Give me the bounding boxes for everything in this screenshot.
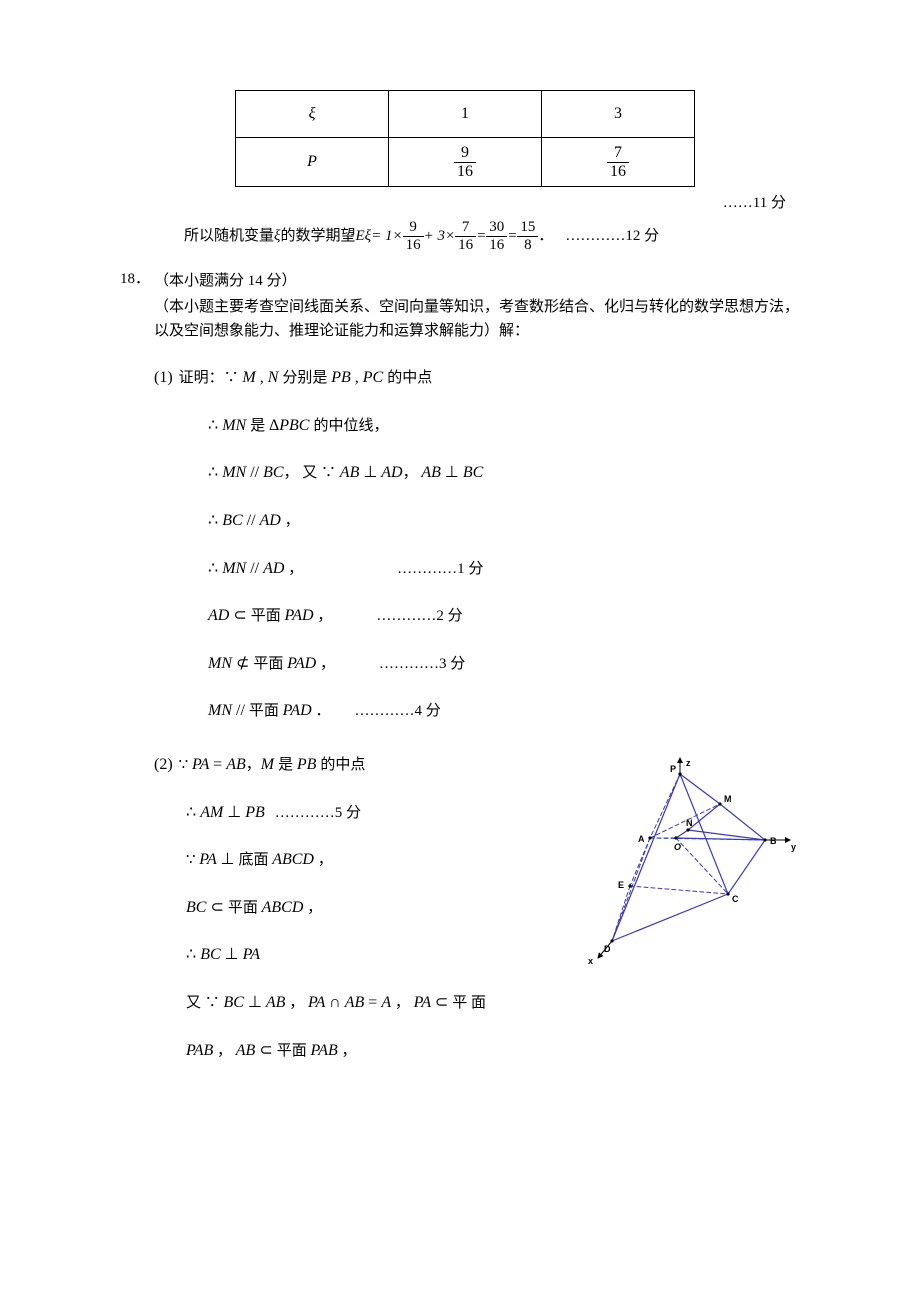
part2-wrap: (2) ∵ PA = AB，M 是 PB 的中点 ∴ AM ⊥ PB …………5… (154, 746, 810, 1085)
p-cell-0: 9 16 (389, 138, 542, 187)
svg-text:E: E (618, 880, 624, 890)
svg-text:B: B (770, 836, 777, 846)
svg-text:y: y (791, 842, 796, 852)
step-mn-parallel-ad: ∴ MN // AD ， …………1 分 (154, 556, 810, 582)
step-mn-parallel-plane: MN // 平面 PAD ． …………4 分 (154, 698, 810, 724)
score-3: …………3 分 (379, 656, 465, 672)
svg-text:N: N (686, 818, 693, 828)
q18-number: 18． (120, 267, 154, 1085)
svg-text:C: C (732, 894, 739, 904)
svg-text:M: M (724, 794, 732, 804)
expectation-line: 所以随机变量 ξ 的数学期望 E ξ = 1× 9 16 + 3× 7 16 =… (120, 219, 810, 253)
part2-head: (2) ∵ PA = AB，M 是 PB 的中点 (154, 752, 570, 778)
svg-text:A: A (638, 834, 645, 844)
step-pab-line2: PAB ， AB ⊂ 平面 PAB ， (154, 1038, 570, 1064)
q18-line1: （本小题满分 14 分） (154, 269, 810, 293)
svg-text:z: z (686, 758, 691, 768)
step-bc-perp-ab: 又 ∵ BC ⊥ AB ， PA ∩ AB = A ， PA ⊂ 平 面 (154, 990, 570, 1016)
diagram-column: z y x (570, 746, 810, 966)
step-ad-subset: AD ⊂ 平面 PAD ， …………2 分 (154, 603, 810, 629)
frac-e3: 30 16 (486, 219, 507, 253)
p-cell-1: 7 16 (542, 138, 695, 187)
p-symbol: P (307, 153, 317, 170)
step-am-perp-pb: ∴ AM ⊥ PB …………5 分 (154, 800, 570, 826)
score-5: …………5 分 (275, 805, 361, 821)
svg-text:D: D (604, 944, 611, 954)
distribution-table-wrap: ξ 1 3 P 9 16 7 16 (120, 90, 810, 187)
xi-value-1: 1 (461, 105, 469, 122)
frac-9-16: 9 16 (454, 144, 476, 180)
distribution-table: ξ 1 3 P 9 16 7 16 (235, 90, 695, 187)
pyramid-diagram: z y x (570, 756, 800, 966)
xi-symbol: ξ (309, 105, 316, 122)
part1-head: (1) 证明：∵ M , N 分别是 PB , PC 的中点 (154, 365, 810, 391)
score-2: …………2 分 (376, 608, 462, 624)
step-pa-perp-base: ∵ PA ⊥ 底面 ABCD ， (154, 847, 570, 873)
step-mn-parallel-bc: ∴ MN // BC， 又 ∵ AB ⊥ AD， AB ⊥ BC (154, 460, 810, 486)
svg-text:O: O (674, 842, 681, 852)
score-note-11: ……11 分 (120, 191, 810, 215)
step-mn-midline: ∴ MN 是 ΔPBC 的中位线， (154, 413, 810, 439)
step-mn-notsubset: MN ⊄ 平面 PAD ， …………3 分 (154, 651, 810, 677)
frac-e4: 15 8 (517, 219, 538, 253)
svg-text:x: x (588, 956, 593, 966)
xi-value-3: 3 (614, 105, 622, 122)
score-1: …………1 分 (397, 561, 483, 577)
step-bc-subset-abcd: BC ⊂ 平面 ABCD ， (154, 895, 570, 921)
table-row: P 9 16 7 16 (236, 138, 695, 187)
svg-text:P: P (670, 764, 676, 774)
step-bc-parallel-ad: ∴ BC // AD ， (154, 508, 810, 534)
score-note-12: …………12 分 (565, 224, 659, 248)
frac-e2: 7 16 (455, 219, 476, 253)
frac-e1: 9 16 (403, 219, 424, 253)
step-bc-perp-pa: ∴ BC ⊥ PA (154, 942, 570, 968)
q18-body: （本小题满分 14 分） （本小题主要考查空间线面关系、空间向量等知识，考查数形… (154, 267, 810, 1085)
table-row: ξ 1 3 (236, 91, 695, 138)
q18-header: 18． （本小题满分 14 分） （本小题主要考查空间线面关系、空间向量等知识，… (120, 267, 810, 1085)
q18-line2: （本小题主要考查空间线面关系、空间向量等知识，考查数形结合、化归与转化的数学思想… (154, 295, 810, 343)
frac-7-16: 7 16 (607, 144, 629, 180)
score-4: …………4 分 (354, 703, 440, 719)
